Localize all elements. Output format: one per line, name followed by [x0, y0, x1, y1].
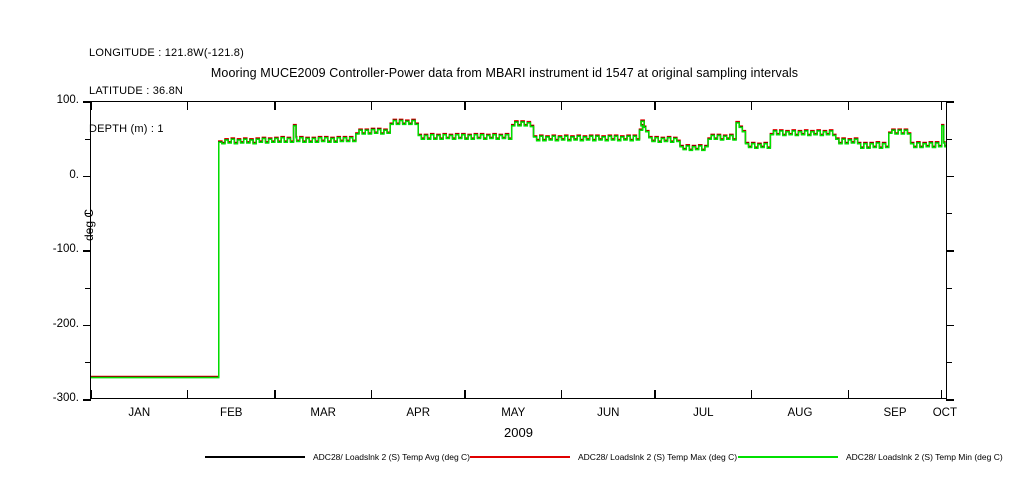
- x-tick-label: AUG: [787, 407, 813, 419]
- y-tick-mark: [85, 138, 91, 140]
- y-tick-mark: [946, 287, 952, 289]
- y-tick-mark: [83, 324, 91, 327]
- x-axis-label: 2009: [504, 425, 533, 440]
- series-line-temp-min: [91, 119, 946, 379]
- legend-line-swatch: [738, 456, 838, 458]
- longitude-text: LONGITUDE : 121.8W(-121.8): [89, 47, 244, 60]
- legend-label: ADC28/ Loadslnk 2 (S) Temp Min (deg C): [846, 452, 1003, 462]
- x-tick-label: MAR: [310, 407, 336, 419]
- x-tick-mark: [847, 390, 849, 398]
- x-tick-mark: [274, 102, 276, 110]
- y-tick-mark: [946, 138, 952, 140]
- y-tick-mark: [946, 324, 954, 327]
- x-tick-label: JAN: [128, 407, 151, 419]
- x-tick-mark: [560, 390, 563, 398]
- y-tick-label: -300.: [52, 392, 79, 404]
- y-tick-mark: [946, 362, 952, 364]
- x-tick-mark: [654, 102, 656, 110]
- legend-line-swatch: [205, 456, 305, 458]
- y-tick-mark: [946, 213, 952, 215]
- x-tick-label: JUL: [693, 407, 714, 419]
- x-tick-label: FEB: [220, 407, 243, 419]
- x-tick-mark: [186, 390, 189, 398]
- y-tick-label: -200.: [52, 317, 79, 330]
- plot-area: deg C 100. 0. -100. -200. -300. JAN FEB MAR APR…: [53, 94, 957, 419]
- station-metadata: LONGITUDE : 121.8W(-121.8) LATITUDE : 36…: [89, 22, 244, 148]
- x-tick-mark: [90, 390, 92, 398]
- y-tick-label: 100.: [56, 94, 79, 106]
- y-tick-mark: [83, 250, 91, 252]
- chart-title: Mooring MUCE2009 Controller-Power data f…: [210, 66, 799, 80]
- y-tick-mark: [85, 213, 91, 215]
- legend-label: ADC28/ Loadslnk 2 (S) Temp Avg (deg C): [313, 452, 471, 462]
- y-tick-mark: [85, 362, 91, 364]
- x-tick-mark: [847, 102, 849, 110]
- y-tick-mark: [83, 101, 91, 103]
- x-tick-label: MAY: [501, 407, 526, 419]
- depth-text: DEPTH (m) : 1: [89, 122, 164, 135]
- latitude-text: LATITUDE : 36.8N: [89, 84, 184, 97]
- x-tick-label: SEP: [883, 407, 907, 419]
- x-tick-mark: [186, 102, 189, 110]
- y-tick-mark: [946, 101, 954, 103]
- series-canvas: [91, 102, 946, 398]
- x-tick-mark: [274, 390, 276, 398]
- y-tick-mark: [83, 175, 91, 178]
- x-tick-mark: [750, 102, 753, 110]
- data-series-group: [91, 118, 946, 379]
- y-tick-mark: [83, 399, 91, 401]
- x-tick-mark: [90, 102, 92, 110]
- x-tick-mark: [370, 102, 373, 110]
- x-tick-mark: [750, 390, 753, 398]
- y-tick-label: 0.: [69, 168, 79, 181]
- x-tick-mark: [464, 102, 466, 110]
- y-tick-mark: [946, 399, 954, 401]
- x-tick-mark: [654, 390, 656, 398]
- x-tick-mark: [941, 390, 943, 398]
- y-tick-label: -100.: [52, 243, 79, 255]
- x-tick-label: OCT: [932, 407, 958, 419]
- x-tick-mark: [370, 390, 373, 398]
- x-tick-mark: [464, 390, 466, 398]
- legend-line-swatch: [470, 456, 570, 458]
- legend-label: ADC28/ Loadslnk 2 (S) Temp Max (deg C): [578, 452, 738, 462]
- chart-legend: ADC28/ Loadslnk 2 (S) Temp Avg (deg C) AD…: [0, 450, 1009, 466]
- x-tick-label: APR: [406, 407, 431, 419]
- x-tick-mark: [941, 102, 943, 110]
- x-tick-label: JUN: [597, 407, 620, 419]
- x-tick-mark: [560, 102, 563, 110]
- y-tick-mark: [946, 175, 954, 178]
- y-tick-mark: [946, 250, 954, 252]
- y-tick-mark: [85, 287, 91, 289]
